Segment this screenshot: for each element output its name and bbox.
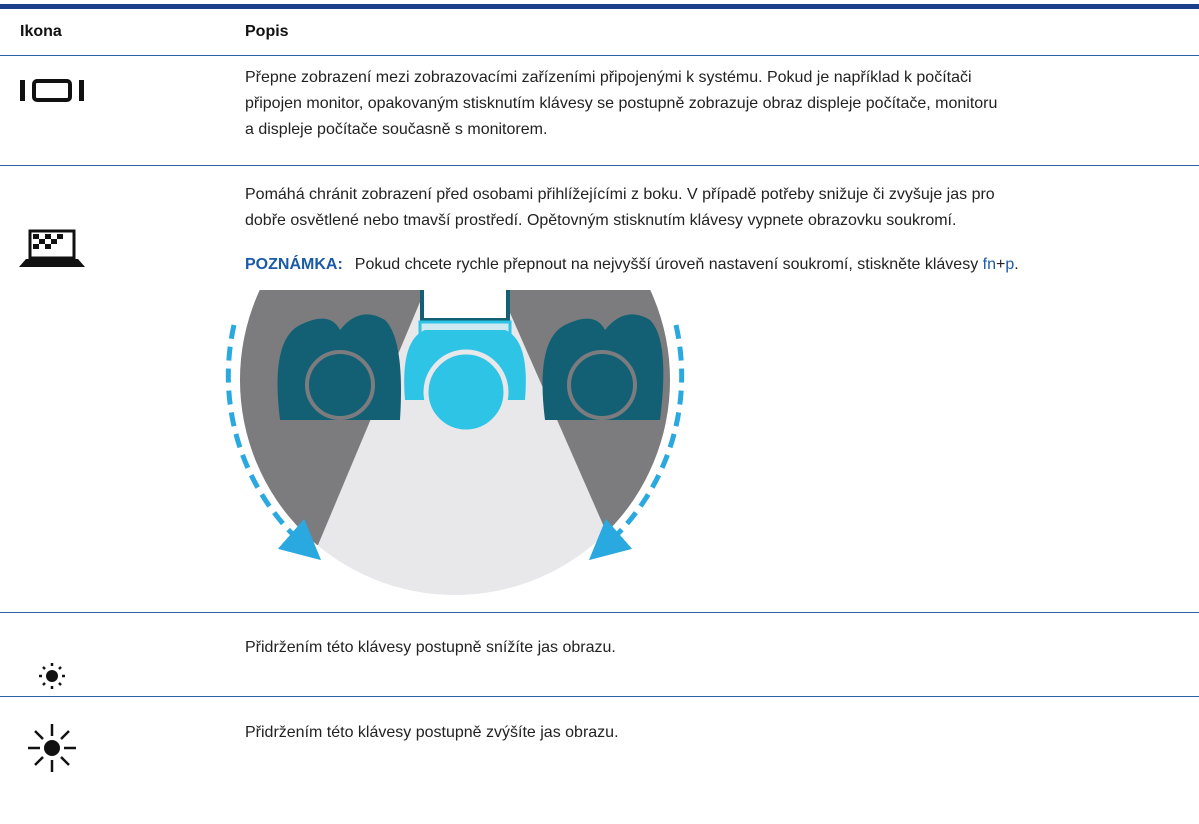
note: POZNÁMKA: Pokud chcete rychle přepnout na… [245, 252, 1019, 278]
privacy-illustration [225, 290, 685, 595]
desc-line: Pomáhá chránit zobrazení před osobami př… [245, 186, 995, 203]
brightness-up-icon [28, 724, 76, 772]
top-border [0, 4, 1199, 9]
display-switch-icon [20, 79, 84, 102]
desc-line: připojen monitor, opakovaným stisknutím … [245, 95, 998, 112]
privacy-screen-icon [19, 229, 85, 267]
header-cell: Popis [245, 23, 289, 40]
desc-line: a displeje počítače současně s monitorem… [245, 121, 548, 138]
note-label: POZNÁMKA: [245, 256, 343, 273]
desc-line: Přepne zobrazení mezi zobrazovacími zaří… [245, 69, 972, 86]
row-divider [0, 55, 1199, 56]
period: . [1014, 256, 1019, 273]
desc-line: Přidržením této klávesy postupně snížíte… [245, 639, 616, 656]
note-text: Pokud chcete rychle přepnout na nejvyšší… [354, 256, 979, 273]
brightness-down-icon [39, 663, 65, 689]
row-divider [0, 165, 1199, 166]
desc-line: dobře osvětlené nebo tmavší prostředí. O… [245, 212, 957, 229]
key: p [1005, 256, 1015, 273]
row-divider [0, 696, 1199, 697]
key: fn [982, 256, 996, 273]
header-cell: Ikona [20, 23, 62, 40]
desc-line: Přidržením této klávesy postupně zvýšíte… [245, 724, 619, 741]
row-divider [0, 612, 1199, 613]
plus: + [996, 256, 1006, 273]
